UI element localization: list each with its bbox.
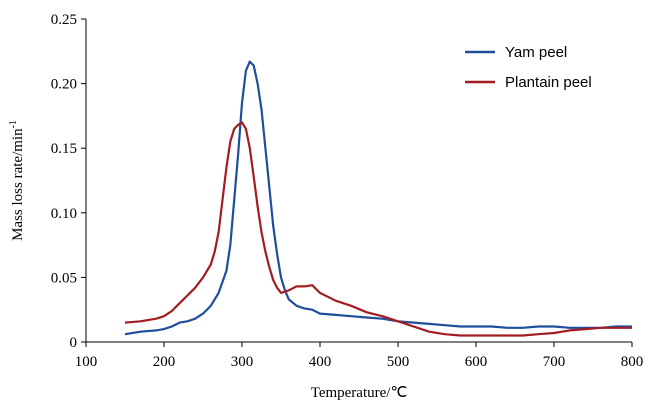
x-axis-label: Temperature/℃ (311, 385, 408, 401)
y-tick-label: 0.10 (51, 206, 77, 222)
legend-label-plantain-peel: Plantain peel (505, 74, 592, 91)
series-line-plantain-peel (124, 121, 632, 337)
y-tick-label: 0.20 (51, 77, 77, 93)
x-tick-label: 800 (621, 354, 644, 370)
legend: Yam peel Plantain peel (465, 44, 592, 91)
y-axis-label-superscript: -1 (8, 120, 19, 128)
y-axis-label-text: Mass loss rate/min (10, 128, 26, 241)
x-tick-label: 600 (465, 354, 488, 370)
x-tick-label: 700 (543, 354, 566, 370)
y-tick-label: 0.05 (51, 270, 77, 286)
y-tick-label: 0 (70, 335, 78, 351)
x-tick-label: 100 (75, 354, 98, 370)
x-tick-label: 300 (231, 354, 254, 370)
x-tick-label: 200 (153, 354, 176, 370)
series-layer (124, 60, 632, 337)
y-ticks: 0 0.05 0.10 0.15 0.20 0.25 (51, 12, 86, 351)
y-axis-label: Mass loss rate/min-1 (8, 120, 26, 241)
y-tick-label: 0.25 (51, 12, 77, 28)
x-axis-label-text: Temperature/℃ (311, 385, 408, 401)
y-tick-label: 0.15 (51, 141, 77, 157)
legend-label-yam-peel: Yam peel (505, 44, 567, 61)
x-tick-label: 500 (387, 354, 410, 370)
axes: 100 200 300 400 500 600 700 800 0 0.05 0.10 0.15 0.… (51, 12, 644, 370)
series-line-yam-peel (124, 60, 632, 336)
x-tick-label: 400 (309, 354, 332, 370)
x-ticks: 100 200 300 400 500 600 700 800 (75, 342, 644, 370)
